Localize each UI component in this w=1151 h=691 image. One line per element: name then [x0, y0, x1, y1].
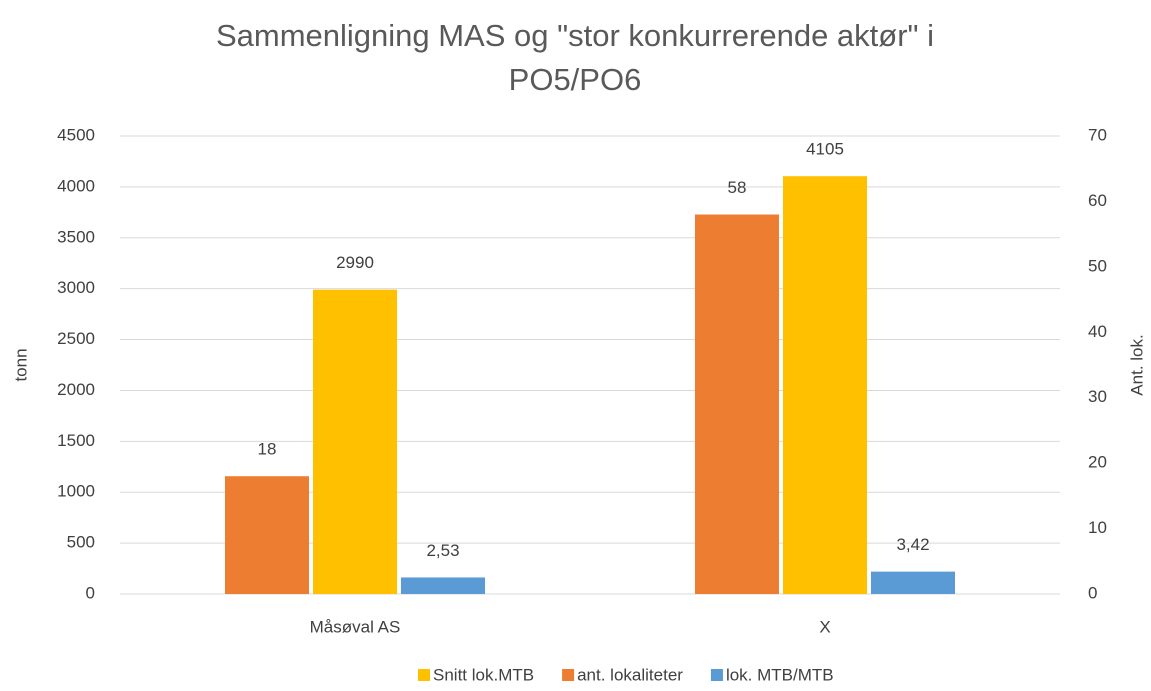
x-tick-label: Måsøval AS — [310, 617, 401, 636]
bar — [313, 289, 397, 594]
legend-swatch — [710, 669, 723, 681]
data-label: 4105 — [806, 140, 844, 159]
y-tick-label: 3500 — [57, 227, 95, 246]
y2-tick-label: 20 — [1088, 453, 1107, 472]
y2-tick-label: 70 — [1088, 125, 1107, 144]
y2-tick-label: 0 — [1088, 583, 1097, 602]
legend-swatch — [562, 669, 575, 681]
bar — [225, 476, 309, 594]
y-tick-label: 1500 — [57, 431, 95, 450]
y2-tick-label: 40 — [1088, 322, 1107, 341]
data-label: 58 — [728, 178, 747, 197]
data-label: 2,53 — [426, 541, 459, 560]
bar — [695, 214, 779, 594]
y2-tick-label: 10 — [1088, 518, 1107, 537]
bar — [401, 577, 485, 594]
bar — [783, 176, 867, 595]
y-tick-label: 1000 — [57, 482, 95, 501]
data-label: 18 — [258, 440, 277, 459]
x-tick-label: X — [819, 617, 830, 636]
y-tick-label: 0 — [86, 583, 95, 602]
bar — [871, 571, 955, 594]
legend-label: ant. lokaliteter — [577, 665, 683, 684]
legend-label: lok. MTB/MTB — [726, 665, 834, 684]
legend-label: Snitt lok.MTB — [433, 665, 534, 684]
legend-swatch — [418, 669, 430, 681]
y-tick-label: 2500 — [57, 329, 95, 348]
chart-title: Sammenligning MAS og "stor konkurrerende… — [215, 18, 935, 97]
y2-tick-label: 30 — [1088, 387, 1107, 406]
data-label: 3,42 — [896, 535, 929, 554]
y-tick-label: 4000 — [57, 176, 95, 195]
y-tick-label: 3000 — [57, 278, 95, 297]
y2-tick-label: 60 — [1088, 191, 1107, 210]
y2-axis-label: Ant. lok. — [1127, 334, 1146, 395]
data-label: 2990 — [336, 253, 374, 272]
y-tick-label: 4500 — [57, 125, 95, 144]
y-tick-label: 500 — [67, 533, 95, 552]
y2-tick-label: 50 — [1088, 256, 1107, 275]
y-axis-label: tonn — [11, 348, 30, 381]
y-tick-label: 2000 — [57, 380, 95, 399]
